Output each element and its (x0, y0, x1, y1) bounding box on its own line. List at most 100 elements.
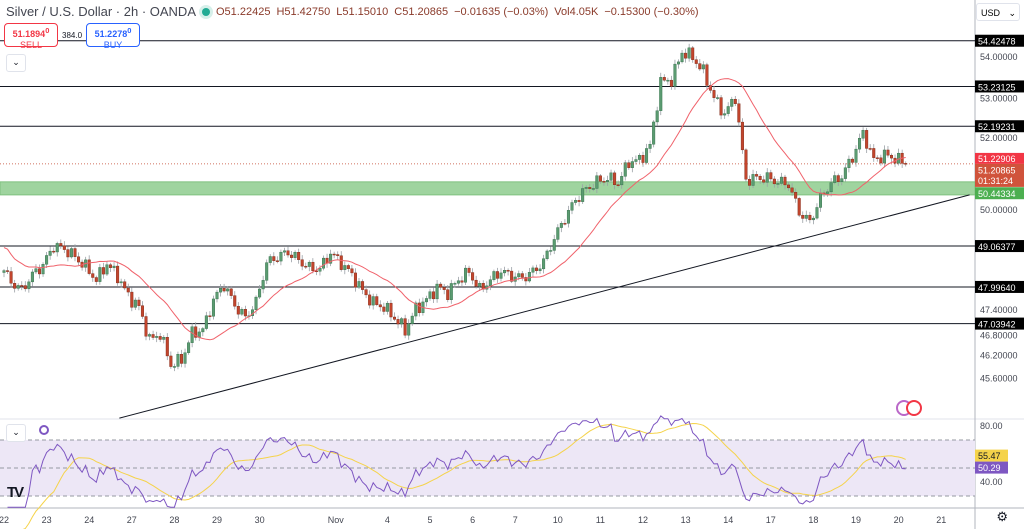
candle-down (886, 149, 890, 156)
candle-down (662, 77, 666, 81)
sell-button[interactable]: 51.18940 SELL (4, 23, 58, 50)
candle-up (112, 265, 116, 268)
x-tick-label: 18 (808, 515, 818, 525)
tradingview-logo: TV (7, 484, 24, 501)
candle-up (517, 273, 521, 278)
last-price-label: 51.20865 (978, 165, 1016, 175)
candle-up (581, 188, 585, 202)
candle-up (69, 248, 73, 258)
spread: 384.0 (62, 30, 83, 40)
candle-down (243, 309, 247, 317)
x-tick-label: 20 (894, 515, 904, 525)
candle-down (304, 265, 308, 268)
x-tick-label: 14 (723, 515, 733, 525)
candle-down (588, 187, 592, 189)
candle-down (23, 285, 27, 290)
candle-down (460, 280, 464, 283)
symbol-title[interactable]: Silver / U.S. Dollar · 2h · OANDA (6, 4, 196, 19)
ask-label-bg (975, 152, 1024, 164)
candle-down (59, 243, 63, 246)
candle-up (634, 159, 638, 162)
candle-down (101, 267, 105, 275)
ohlc-low: L51.15010 (336, 5, 389, 18)
candle-up (687, 47, 691, 59)
level-label: 53.23125 (978, 82, 1016, 92)
candle-up (716, 97, 720, 99)
candle-down (20, 285, 24, 287)
y-tick-label: 45.60000 (980, 374, 1018, 384)
candle-up (371, 296, 375, 306)
candle-down (66, 249, 70, 258)
candle-up (183, 352, 187, 364)
chevron-down-icon: ⌄ (1008, 8, 1016, 18)
candle-up (254, 296, 258, 310)
candle-up (34, 268, 38, 273)
candle-down (6, 270, 10, 272)
level-label-bg (975, 240, 1024, 253)
candle-down (140, 305, 144, 317)
candle-up (847, 158, 851, 168)
x-tick-label: 4 (385, 515, 390, 525)
candle-up (343, 265, 347, 270)
buy-button[interactable]: 51.22780 BUY (86, 23, 141, 50)
candle-down (382, 306, 386, 312)
candles (2, 43, 908, 372)
rsi-collapse-button[interactable]: ⌄ (6, 424, 26, 442)
candle-down (94, 277, 98, 282)
candle-up (435, 283, 439, 300)
chevron-down-icon: ⌄ (12, 427, 20, 437)
trade-panel: 51.18940 SELL 384.0 51.22780 BUY (4, 23, 141, 50)
gear-icon[interactable]: ⚙ (996, 509, 1008, 524)
zone-label-bg (975, 187, 1024, 200)
candle-down (137, 299, 141, 306)
candle-down (339, 255, 343, 270)
candle-down (875, 157, 879, 159)
candle-up (574, 200, 578, 203)
y-tick-label: 54.00000 (980, 52, 1018, 62)
candle-down (772, 178, 776, 185)
candle-down (865, 130, 869, 149)
candle-up (98, 267, 102, 282)
candle-up (162, 337, 166, 340)
candle-up (833, 175, 837, 183)
candle-down (808, 214, 812, 221)
sell-label: SELL (19, 40, 43, 50)
candle-down (563, 223, 567, 225)
candle-up (556, 227, 560, 240)
candle-down (616, 184, 620, 186)
moving-average-line (3, 78, 906, 341)
trendline (119, 194, 970, 419)
collapse-button[interactable]: ⌄ (6, 54, 26, 72)
candle-up (48, 250, 52, 256)
candle-up (815, 207, 819, 219)
volume-change: −0.15300 (−0.30%) (604, 5, 699, 18)
candle-down (38, 268, 42, 275)
candle-down (73, 248, 77, 257)
rsi-ma-value: 55.47 (978, 451, 1001, 461)
loading-circle-icon[interactable] (39, 425, 49, 435)
candle-up (538, 268, 542, 271)
candle-down (311, 261, 315, 272)
candle-down (151, 334, 155, 338)
candle-down (442, 287, 446, 290)
candle-down (691, 47, 695, 60)
candle-down (474, 279, 478, 287)
candle-up (776, 183, 780, 185)
level-label: 49.06377 (978, 242, 1016, 252)
candle-up (155, 336, 159, 338)
candle-up (30, 271, 34, 283)
candle-up (201, 328, 205, 333)
candle-up (723, 113, 727, 116)
candle-up (726, 106, 730, 114)
candle-up (779, 176, 783, 184)
candle-up (385, 302, 389, 312)
candle-down (737, 103, 741, 123)
currency-select[interactable]: USD ⌄ (976, 3, 1020, 21)
candle-up (549, 250, 553, 252)
candle-up (811, 217, 815, 221)
candle-up (279, 251, 283, 262)
candle-down (108, 264, 112, 268)
currency-label: USD (981, 8, 1001, 18)
flag-event-icon[interactable] (906, 400, 922, 416)
